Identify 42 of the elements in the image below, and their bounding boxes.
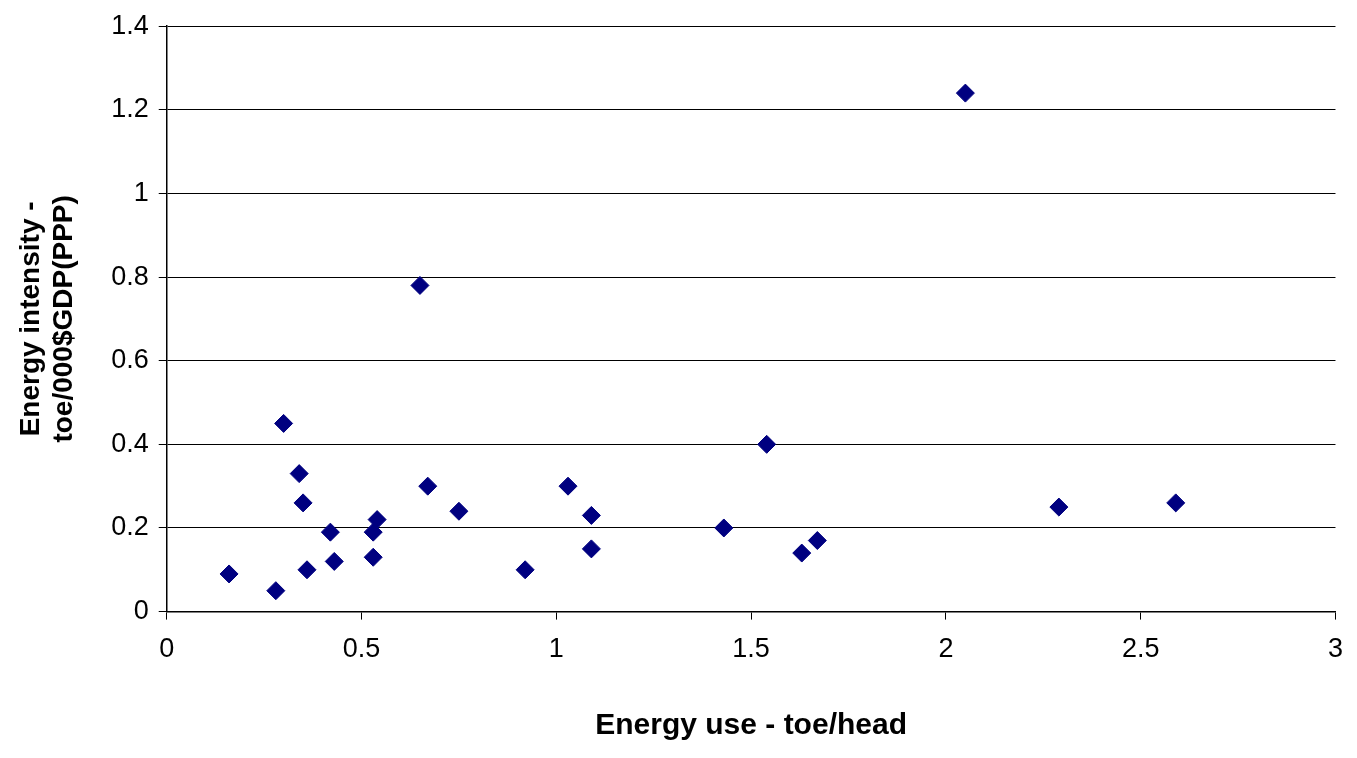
x-tick-label: 3 [1327, 633, 1344, 664]
point [955, 83, 975, 103]
point [792, 543, 812, 563]
y-tick-label: 1.4 [111, 9, 149, 40]
point [807, 531, 827, 551]
x-tick-label: 0.5 [342, 633, 381, 664]
point [363, 522, 383, 542]
x-tick-label: 1 [548, 633, 564, 664]
point [1049, 497, 1069, 517]
point [297, 560, 317, 580]
point [714, 518, 734, 538]
y-axis-title: Energy intensity - toe/000$GDP(PPP) [13, 195, 79, 443]
point [418, 476, 438, 496]
y-tick-label: 0.2 [111, 511, 149, 542]
point [515, 560, 535, 580]
point [320, 522, 340, 542]
point [558, 476, 578, 496]
y-tick-label: 1 [133, 176, 149, 207]
point [757, 434, 777, 454]
point [367, 510, 387, 530]
point [324, 551, 344, 571]
y-tick-label: 1.2 [111, 93, 149, 124]
point [274, 413, 294, 433]
point [410, 275, 430, 295]
x-tick-label: 2.5 [1121, 633, 1160, 664]
y-tick-label: 0.4 [111, 427, 149, 458]
x-tick-label: 1.5 [732, 633, 770, 664]
point [266, 581, 286, 601]
x-axis-title: Energy use - toe/head [595, 707, 907, 741]
y-tick-label: 0.6 [111, 344, 149, 375]
x-tick-label: 0 [159, 633, 175, 664]
point [219, 564, 239, 584]
y-tick-label: 0.8 [111, 260, 149, 291]
y-tick-label: 0 [133, 595, 149, 626]
point [363, 547, 383, 567]
point [289, 464, 309, 484]
x-tick-label: 2 [938, 633, 954, 664]
point [1166, 493, 1186, 513]
point [581, 539, 601, 559]
point [449, 501, 469, 521]
point [293, 493, 313, 513]
point [581, 505, 601, 525]
